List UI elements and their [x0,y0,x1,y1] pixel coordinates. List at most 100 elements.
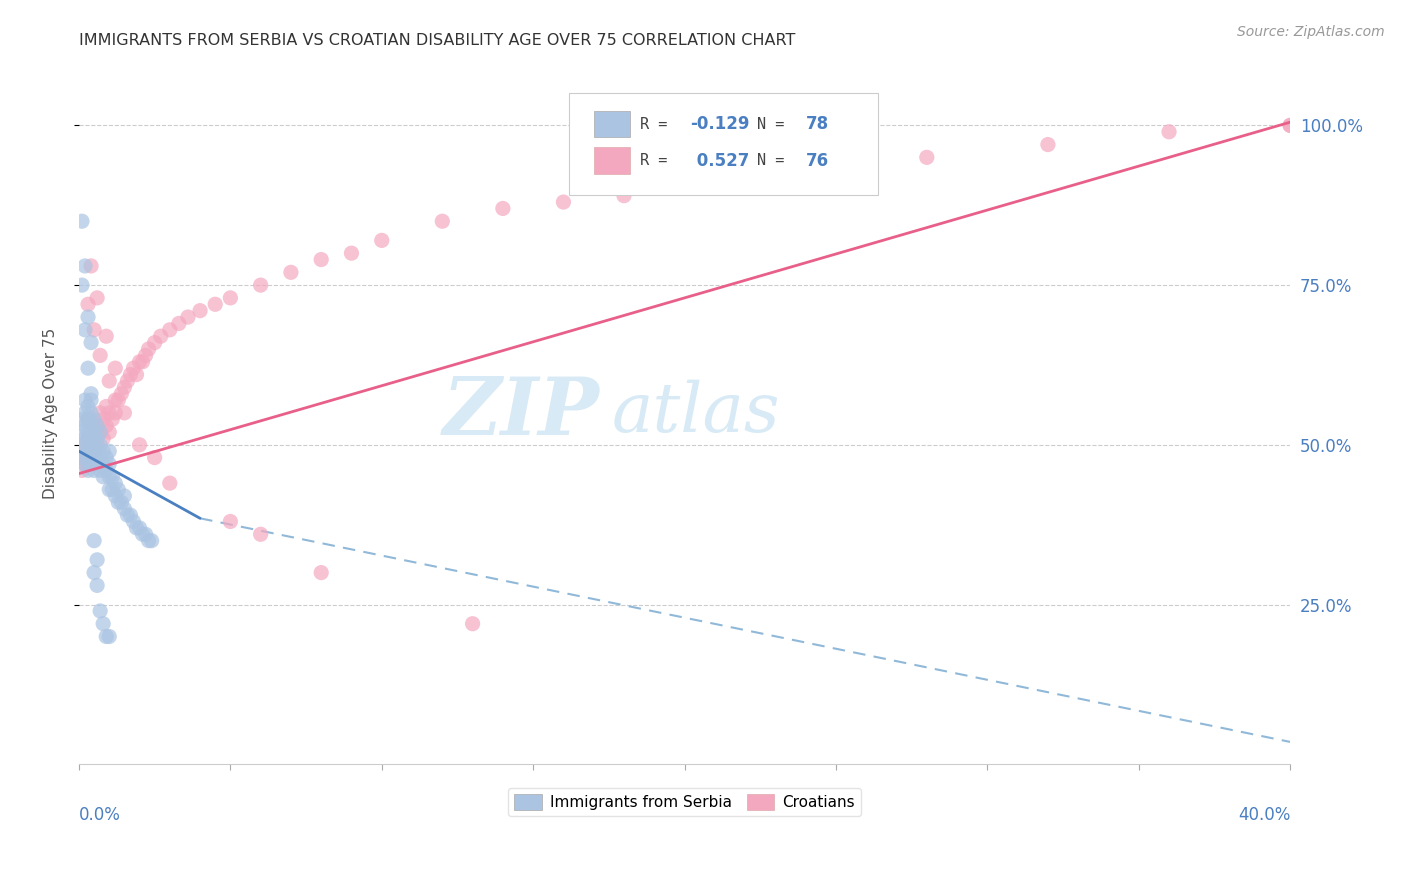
Point [83,444,105,458]
Point [89,425,111,439]
Point [80,432,103,446]
Bar [593,147,630,174]
Point [110,386,132,401]
Point [80,418,103,433]
Text: IMMIGRANTS FROM SERBIA VS CROATIAN DISABILITY AGE OVER 75 CORRELATION CHART: IMMIGRANTS FROM SERBIA VS CROATIAN DISAB… [79,33,796,48]
Text: Source: ZipAtlas.com: Source: ZipAtlas.com [1237,25,1385,39]
Point [117,508,139,522]
Point [77,438,100,452]
Point [104,393,127,408]
Point [89,438,111,452]
Point [96,630,118,644]
Point [128,355,150,369]
Point [125,368,148,382]
Text: 78: 78 [806,115,828,133]
Point [77,297,100,311]
Point [138,533,160,548]
Point [91,616,114,631]
Point [249,278,271,293]
Point [77,450,100,465]
Point [138,342,160,356]
Point [112,489,135,503]
Point [1036,137,1059,152]
Point [80,406,103,420]
Point [110,495,132,509]
Point [96,400,118,414]
Point [96,450,118,465]
Point [80,386,103,401]
Point [80,444,103,458]
Point [77,463,100,477]
Text: 0.527: 0.527 [690,152,749,169]
Point [83,533,105,548]
Point [825,157,848,171]
Point [70,425,93,439]
Point [77,450,100,465]
Point [86,578,108,592]
Point [89,406,111,420]
Point [73,438,96,452]
Point [1279,119,1302,133]
Point [135,527,157,541]
Point [86,432,108,446]
Point [98,483,121,497]
Point [143,335,166,350]
Point [167,317,190,331]
Point [125,521,148,535]
Point [98,470,121,484]
Point [149,329,172,343]
Point [83,463,105,477]
Point [98,457,121,471]
Point [91,444,114,458]
Point [135,348,157,362]
Point [77,412,100,426]
Point [159,476,181,491]
Point [77,432,100,446]
Point [309,252,332,267]
Point [219,291,242,305]
Point [70,412,93,426]
Point [73,323,96,337]
Point [73,259,96,273]
Point [122,515,145,529]
Text: N =: N = [758,117,794,131]
Point [73,406,96,420]
Point [77,412,100,426]
Point [80,393,103,408]
Text: N =: N = [758,153,794,168]
Point [340,246,363,260]
Point [553,195,575,210]
Point [77,310,100,324]
Point [86,418,108,433]
Point [131,355,153,369]
Point [143,450,166,465]
Point [91,432,114,446]
Point [280,265,302,279]
Point [80,457,103,471]
Point [73,457,96,471]
Point [70,438,93,452]
Text: R =: R = [640,153,676,168]
Point [91,470,114,484]
Point [141,533,163,548]
Point [432,214,454,228]
Point [117,374,139,388]
Point [80,438,103,452]
Point [83,450,105,465]
Text: 40.0%: 40.0% [1237,806,1291,824]
Text: R =: R = [640,117,676,131]
Point [86,457,108,471]
Point [77,361,100,376]
Point [89,450,111,465]
Point [107,393,129,408]
Text: ZIP: ZIP [443,374,600,451]
Point [128,521,150,535]
Point [70,450,93,465]
Point [104,476,127,491]
Point [73,393,96,408]
Point [104,489,127,503]
Point [89,604,111,618]
Point [101,412,124,426]
Point [70,214,93,228]
Point [86,418,108,433]
